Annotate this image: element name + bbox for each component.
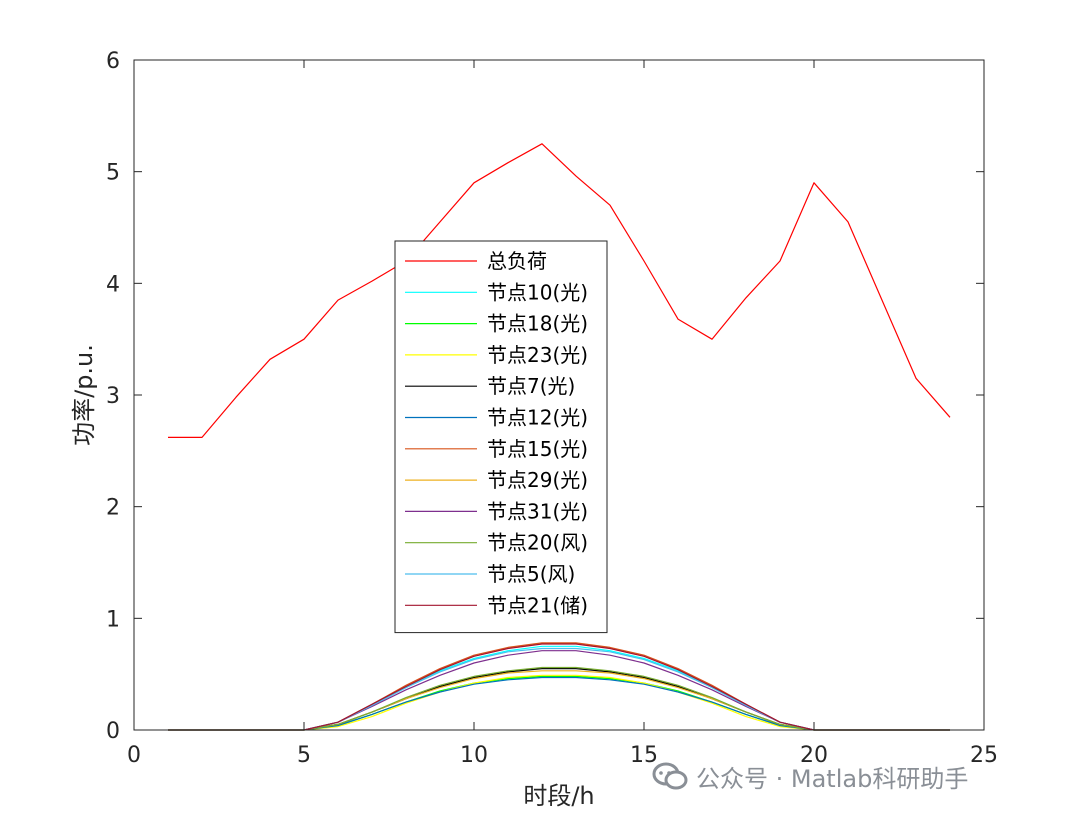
legend-label-10: 节点5(风) <box>487 562 575 586</box>
y-tick-label: 0 <box>106 719 120 744</box>
legend-box <box>394 240 608 634</box>
legend-label-1: 节点10(光) <box>487 280 588 304</box>
x-tick-label: 5 <box>297 743 311 768</box>
legend-label-6: 节点15(光) <box>487 437 588 461</box>
y-tick-label: 3 <box>106 384 120 409</box>
legend-label-7: 节点29(光) <box>487 468 588 492</box>
legend-label-0: 总负荷 <box>487 249 547 273</box>
x-tick-label: 10 <box>460 743 488 768</box>
legend-label-9: 节点20(风) <box>487 531 588 555</box>
watermark-text: 公众号 · Matlab科研助手 <box>696 764 969 793</box>
y-axis-label: 功率/p.u. <box>70 344 98 446</box>
x-tick-label: 0 <box>127 743 141 768</box>
legend-label-11: 节点21(储) <box>487 593 588 617</box>
legend-label-8: 节点31(光) <box>487 499 588 523</box>
watermark: 公众号 · Matlab科研助手 <box>652 756 968 796</box>
x-tick-label: 25 <box>970 743 998 768</box>
ticks-layer: 0 5 10 15 20 25 0 1 2 3 4 5 6 <box>106 49 998 768</box>
y-tick-label: 5 <box>106 161 120 186</box>
legend-label-3: 节点23(光) <box>487 343 588 367</box>
x-tick-label: 15 <box>630 743 658 768</box>
legend-label-5: 节点12(光) <box>487 406 588 430</box>
y-tick-label: 6 <box>106 49 120 74</box>
wechat-official-account-icon <box>652 762 688 790</box>
series-line-0 <box>168 143 951 438</box>
legend-label-2: 节点18(光) <box>487 312 588 336</box>
x-tick-label: 20 <box>800 743 828 768</box>
x-axis-label: 时段/h <box>523 782 594 810</box>
legend-label-4: 节点7(光) <box>487 374 575 398</box>
y-tick-label: 4 <box>106 272 120 297</box>
y-tick-label: 1 <box>106 607 120 632</box>
y-tick-label: 2 <box>106 496 120 521</box>
